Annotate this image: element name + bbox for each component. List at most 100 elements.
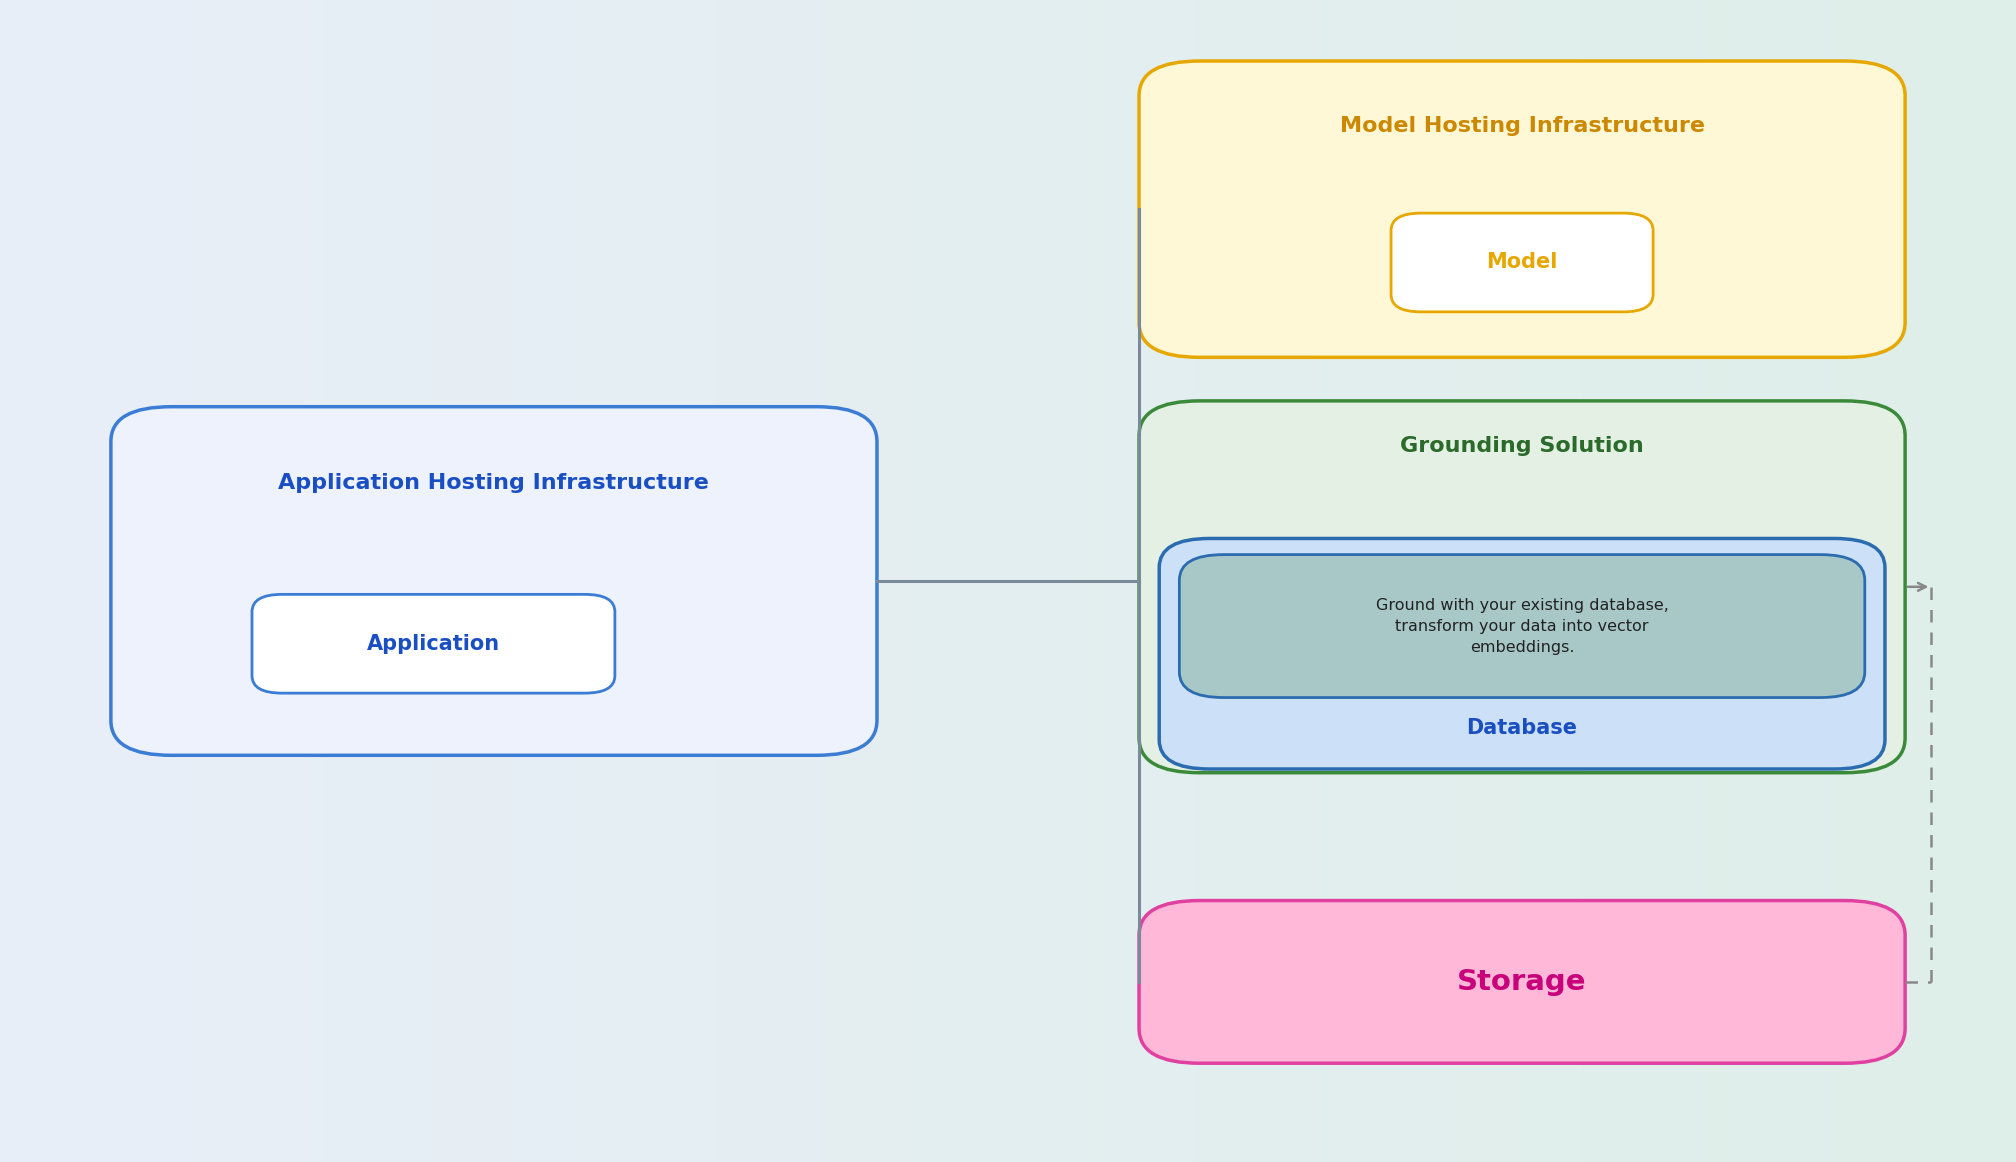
Bar <box>1583 0 1593 1162</box>
Bar <box>877 0 887 1162</box>
Bar <box>1068 0 1079 1162</box>
Bar <box>1875 0 1885 1162</box>
Bar <box>504 0 514 1162</box>
Bar <box>1552 0 1562 1162</box>
Bar <box>1351 0 1361 1162</box>
Bar <box>978 0 988 1162</box>
Bar <box>1048 0 1058 1162</box>
Bar <box>272 0 282 1162</box>
Bar <box>867 0 877 1162</box>
Bar <box>1139 0 1149 1162</box>
Bar <box>1109 0 1119 1162</box>
Bar <box>524 0 534 1162</box>
FancyBboxPatch shape <box>1139 901 1905 1063</box>
Bar <box>1593 0 1603 1162</box>
Bar <box>927 0 937 1162</box>
Bar <box>1129 0 1139 1162</box>
Bar <box>1663 0 1673 1162</box>
Bar <box>91 0 101 1162</box>
Bar <box>1220 0 1230 1162</box>
Bar <box>1824 0 1835 1162</box>
Bar <box>1008 0 1018 1162</box>
Bar <box>242 0 252 1162</box>
Bar <box>202 0 212 1162</box>
Bar <box>81 0 91 1162</box>
Bar <box>1714 0 1724 1162</box>
Bar <box>786 0 796 1162</box>
Bar <box>847 0 857 1162</box>
Bar <box>1240 0 1250 1162</box>
Bar <box>1200 0 1210 1162</box>
Bar <box>1431 0 1441 1162</box>
Bar <box>302 0 312 1162</box>
Bar <box>282 0 292 1162</box>
Bar <box>706 0 716 1162</box>
Bar <box>1492 0 1502 1162</box>
Bar <box>1845 0 1855 1162</box>
Bar <box>1925 0 1935 1162</box>
FancyBboxPatch shape <box>1159 538 1885 769</box>
Bar <box>575 0 585 1162</box>
Bar <box>1814 0 1824 1162</box>
Bar <box>1341 0 1351 1162</box>
Bar <box>1996 0 2006 1162</box>
Bar <box>645 0 655 1162</box>
Bar <box>948 0 958 1162</box>
Bar <box>1159 0 1169 1162</box>
Bar <box>958 0 968 1162</box>
Bar <box>1855 0 1865 1162</box>
Text: Application: Application <box>367 633 500 654</box>
Bar <box>1512 0 1522 1162</box>
Bar <box>625 0 635 1162</box>
Bar <box>1704 0 1714 1162</box>
Bar <box>796 0 806 1162</box>
Bar <box>1734 0 1744 1162</box>
Bar <box>1643 0 1653 1162</box>
Bar <box>615 0 625 1162</box>
Bar <box>252 0 262 1162</box>
Bar <box>323 0 333 1162</box>
Bar <box>1542 0 1552 1162</box>
Bar <box>544 0 554 1162</box>
Bar <box>1441 0 1452 1162</box>
Bar <box>827 0 837 1162</box>
Bar <box>1673 0 1683 1162</box>
Bar <box>1784 0 1794 1162</box>
Bar <box>1562 0 1572 1162</box>
Bar <box>413 0 423 1162</box>
Bar <box>605 0 615 1162</box>
Bar <box>1774 0 1784 1162</box>
Bar <box>1945 0 1956 1162</box>
Bar <box>1411 0 1421 1162</box>
Bar <box>1401 0 1411 1162</box>
Bar <box>1058 0 1068 1162</box>
Bar <box>71 0 81 1162</box>
Bar <box>1956 0 1966 1162</box>
Bar <box>1331 0 1341 1162</box>
Bar <box>776 0 786 1162</box>
Text: Model Hosting Infrastructure: Model Hosting Infrastructure <box>1339 116 1706 136</box>
Bar <box>1179 0 1189 1162</box>
FancyBboxPatch shape <box>111 407 877 755</box>
Bar <box>736 0 746 1162</box>
Bar <box>675 0 685 1162</box>
Bar <box>1452 0 1462 1162</box>
Bar <box>1280 0 1290 1162</box>
Bar <box>433 0 444 1162</box>
Bar <box>998 0 1008 1162</box>
Text: Model: Model <box>1486 252 1558 273</box>
Bar <box>1472 0 1482 1162</box>
Bar <box>494 0 504 1162</box>
Bar <box>655 0 665 1162</box>
Bar <box>1633 0 1643 1162</box>
Bar <box>1966 0 1976 1162</box>
Bar <box>1079 0 1089 1162</box>
Bar <box>564 0 575 1162</box>
Bar <box>363 0 373 1162</box>
Bar <box>1804 0 1814 1162</box>
Bar <box>665 0 675 1162</box>
Bar <box>454 0 464 1162</box>
Bar <box>232 0 242 1162</box>
Bar <box>756 0 766 1162</box>
Bar <box>1250 0 1260 1162</box>
